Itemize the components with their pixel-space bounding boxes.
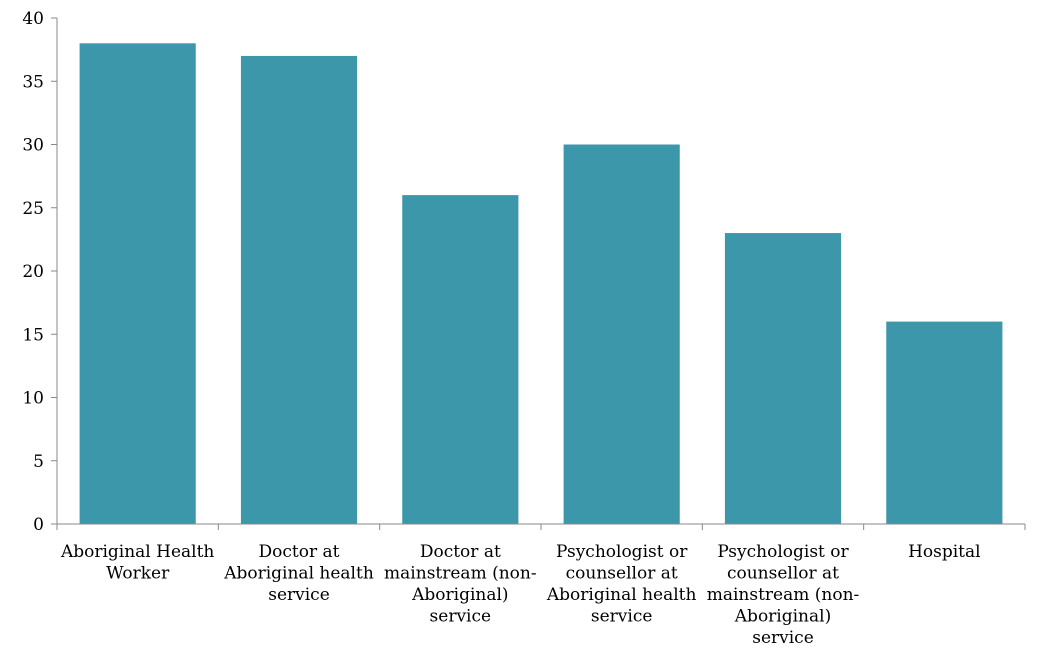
- category-label-line: counsellor at: [566, 564, 678, 584]
- category-label-line: Aboriginal): [411, 585, 508, 605]
- category-label-2: Doctor at Aboriginal health service: [223, 542, 374, 605]
- category-label-4: Psychologist or counsellor at Aboriginal h…: [546, 542, 697, 627]
- bar-2: [240, 55, 358, 524]
- category-label-line: Hospital: [908, 542, 981, 562]
- bar-1: [79, 43, 196, 525]
- axes: [51, 17, 1026, 530]
- bar-4: [563, 144, 680, 524]
- y-tick-label: 0: [33, 515, 44, 535]
- category-label-3: Doctor at mainstream (non-Aboriginal) serv…: [384, 542, 537, 627]
- category-label-line: service: [752, 628, 814, 648]
- category-label-line: Aboriginal health: [223, 564, 374, 584]
- bar-6: [886, 321, 1003, 524]
- y-tick-label: 35: [22, 72, 44, 92]
- category-label-line: Aboriginal health: [546, 585, 697, 605]
- bar-3: [402, 195, 519, 524]
- category-label-line: Doctor at: [420, 542, 501, 562]
- y-tick-label: 40: [22, 9, 44, 29]
- category-label-line: mainstream (non-: [707, 585, 860, 605]
- category-label-line: Worker: [106, 564, 170, 584]
- y-axis-tick-labels: 0 5 10 15 20 25 30 35 40: [22, 9, 44, 535]
- category-label-line: service: [591, 607, 653, 627]
- category-label-line: service: [430, 607, 492, 627]
- category-label-6: Hospital: [908, 542, 981, 562]
- category-label-line: Aboriginal Health: [60, 542, 214, 562]
- y-tick-label: 15: [22, 325, 44, 345]
- bar-5: [724, 233, 842, 525]
- category-label-line: Aboriginal): [734, 607, 831, 627]
- bars: [79, 43, 1003, 525]
- y-tick-label: 30: [22, 136, 44, 156]
- category-label-line: counsellor at: [727, 564, 839, 584]
- y-tick-label: 10: [22, 389, 44, 409]
- y-tick-label: 20: [22, 262, 44, 282]
- category-label-5: Psychologist or counsellor at mainstream (…: [707, 542, 860, 648]
- category-label-line: Doctor at: [259, 542, 340, 562]
- category-label-line: Psychologist or: [717, 542, 849, 562]
- y-tick-label: 5: [33, 452, 44, 472]
- category-label-1: Aboriginal Health Worker: [60, 542, 214, 584]
- category-label-line: service: [268, 585, 330, 605]
- category-label-line: mainstream (non-: [384, 564, 537, 584]
- category-label-line: Psychologist or: [556, 542, 688, 562]
- y-tick-label: 25: [22, 199, 44, 219]
